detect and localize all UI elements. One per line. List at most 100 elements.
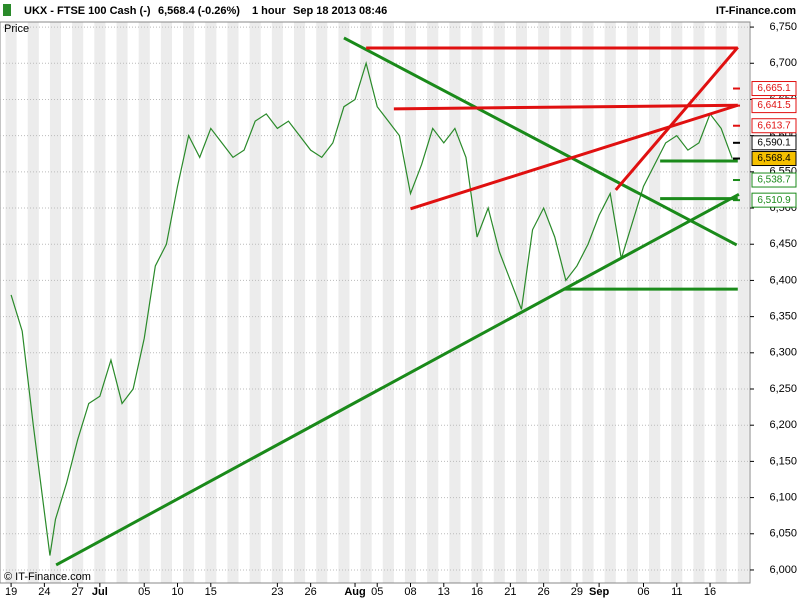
day-stripe <box>626 22 638 583</box>
y-tick-label: 6,000 <box>769 564 797 576</box>
day-stripe <box>649 22 661 583</box>
day-stripe <box>604 22 616 583</box>
day-stripe <box>227 22 239 583</box>
x-tick-label: 13 <box>438 586 450 598</box>
y-tick-label: 6,350 <box>769 311 797 323</box>
price-line <box>10 61 733 556</box>
x-tick-label: 23 <box>271 586 283 598</box>
trendline <box>55 192 740 567</box>
day-stripe <box>338 22 350 583</box>
credit: © IT-Finance.com <box>4 571 91 583</box>
level-box <box>751 172 797 188</box>
x-tick-label: 06 <box>637 586 649 598</box>
x-tick-label: 27 <box>72 586 84 598</box>
overlay: UKX - FTSE 100 Cash (-) 6,568.4 (-0.26%)… <box>0 0 800 583</box>
y-tick-label: 6,100 <box>769 491 797 503</box>
y-tick-label: 6,200 <box>769 419 797 431</box>
level-box <box>751 192 797 208</box>
day-stripe <box>560 22 572 583</box>
day-stripe <box>183 22 195 583</box>
x-tick-label: 19 <box>5 586 17 598</box>
period: 1 hour <box>252 5 286 17</box>
day-stripe <box>316 22 328 583</box>
plot-area: 6,000 6,050 6,100 6,150 6,200 6,250 6,300 6,350… <box>0 21 797 598</box>
y-tick-label: 6,700 <box>769 57 797 69</box>
level-label: 6,538.7 <box>757 175 791 186</box>
timestamp: Sep 18 2013 08:46 <box>293 5 387 17</box>
y-tick-label: 6,300 <box>769 347 797 359</box>
brand: IT-Finance.com <box>716 5 796 17</box>
day-stripe <box>116 22 128 583</box>
trendline <box>343 36 738 247</box>
level-box <box>751 135 797 151</box>
x-tick-label: 21 <box>504 586 516 598</box>
x-tick-label: 29 <box>571 586 583 598</box>
x-tick-label: Jul <box>92 586 108 598</box>
trendline <box>614 46 739 191</box>
day-stripe <box>671 22 683 583</box>
day-stripe <box>27 22 39 583</box>
y-tick-label: 6,050 <box>769 528 797 540</box>
day-stripe <box>382 22 394 583</box>
y-tick-label: 6,400 <box>769 274 797 286</box>
day-stripe <box>294 22 306 583</box>
day-stripe <box>427 22 439 583</box>
day-stripe <box>160 22 172 583</box>
x-tick-label: 16 <box>704 586 716 598</box>
day-stripe <box>493 22 505 583</box>
day-stripe <box>94 22 106 583</box>
trendline <box>393 103 738 111</box>
day-stripe <box>49 22 62 583</box>
level-box <box>751 98 797 114</box>
x-tick-label: 11 <box>671 586 682 598</box>
x-tick-label: 05 <box>371 586 383 598</box>
day-stripe <box>693 22 705 583</box>
day-stripe <box>205 22 217 583</box>
header-bar <box>0 0 800 20</box>
day-stripe <box>715 22 727 583</box>
day-stripe <box>271 22 283 583</box>
level-label: 6,613.7 <box>757 120 791 131</box>
y-tick-label: 6,750 <box>769 21 797 33</box>
day-stripe <box>515 22 527 583</box>
y-tick-label: 6,250 <box>769 383 797 395</box>
x-tick-label: Sep <box>589 586 609 598</box>
y-tick-label: 6,450 <box>769 238 797 250</box>
x-tick-label: 15 <box>205 586 217 598</box>
level-label: 6,590.1 <box>757 137 791 148</box>
level-label: 6,510.9 <box>757 195 791 206</box>
level-label: 6,665.1 <box>757 83 791 94</box>
level-box <box>751 151 797 167</box>
icon <box>3 4 11 16</box>
day-stripe <box>404 22 417 583</box>
x-tick-label: 05 <box>138 586 150 598</box>
day-stripe <box>360 22 372 583</box>
level-box <box>751 81 797 97</box>
day-stripe <box>737 22 749 583</box>
title: UKX - FTSE 100 Cash (-) <box>24 5 151 17</box>
y-label: Price <box>4 23 29 35</box>
x-tick-label: 08 <box>404 586 416 598</box>
level-label: 6,641.5 <box>757 100 791 111</box>
day-stripe <box>538 22 550 583</box>
level-label: 6,568.4 <box>757 153 791 164</box>
x-tick-label: 24 <box>38 586 50 598</box>
day-stripe <box>72 22 84 583</box>
x-tick-label: 16 <box>471 586 483 598</box>
x-tick-label: 26 <box>538 586 550 598</box>
day-stripe <box>582 22 594 583</box>
quote: 6,568.4 (-0.26%) <box>158 5 240 17</box>
plot-border <box>0 21 751 584</box>
day-stripe <box>5 22 17 583</box>
day-stripe <box>249 22 261 583</box>
y-tick-label: 6,150 <box>769 455 797 467</box>
x-tick-label: 10 <box>171 586 183 598</box>
day-stripe <box>138 22 150 583</box>
trendline <box>410 103 739 211</box>
day-stripe <box>471 22 483 583</box>
day-stripe <box>449 22 461 583</box>
level-box <box>751 118 797 134</box>
x-tick-label: 26 <box>305 586 317 598</box>
